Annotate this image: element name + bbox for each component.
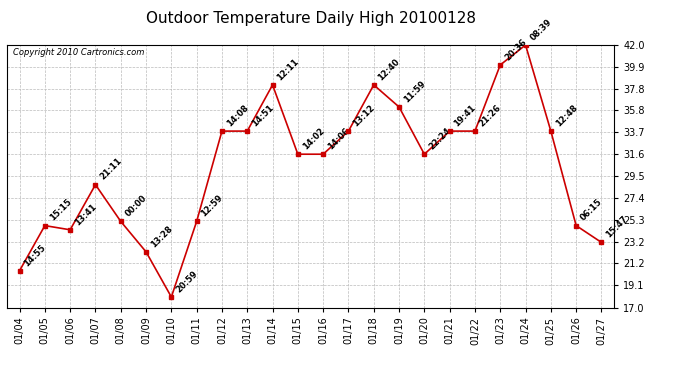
Text: 06:15: 06:15: [579, 198, 604, 223]
Text: 14:55: 14:55: [22, 243, 48, 268]
Text: 13:28: 13:28: [149, 224, 174, 249]
Text: 20:36: 20:36: [503, 37, 529, 62]
Text: 21:26: 21:26: [477, 103, 503, 128]
Text: 12:48: 12:48: [553, 103, 579, 128]
Text: 13:12: 13:12: [351, 103, 377, 128]
Text: 14:51: 14:51: [250, 103, 275, 128]
Text: 12:11: 12:11: [275, 57, 301, 82]
Text: 08:39: 08:39: [529, 17, 553, 42]
Text: 15:47: 15:47: [604, 214, 629, 240]
Text: 13:41: 13:41: [73, 202, 98, 227]
Text: 14:02: 14:02: [301, 126, 326, 152]
Text: 19:41: 19:41: [453, 103, 477, 128]
Text: 12:40: 12:40: [377, 57, 402, 82]
Text: 15:15: 15:15: [48, 198, 73, 223]
Text: 12:59: 12:59: [199, 194, 225, 219]
Text: 00:00: 00:00: [124, 194, 148, 219]
Text: 11:59: 11:59: [402, 79, 427, 104]
Text: 14:08: 14:08: [225, 103, 250, 128]
Text: Outdoor Temperature Daily High 20100128: Outdoor Temperature Daily High 20100128: [146, 11, 475, 26]
Text: 14:06: 14:06: [326, 126, 351, 152]
Text: 22:24: 22:24: [427, 126, 453, 152]
Text: 21:11: 21:11: [98, 156, 124, 182]
Text: Copyright 2010 Cartronics.com: Copyright 2010 Cartronics.com: [13, 48, 144, 57]
Text: 20:59: 20:59: [174, 269, 199, 294]
